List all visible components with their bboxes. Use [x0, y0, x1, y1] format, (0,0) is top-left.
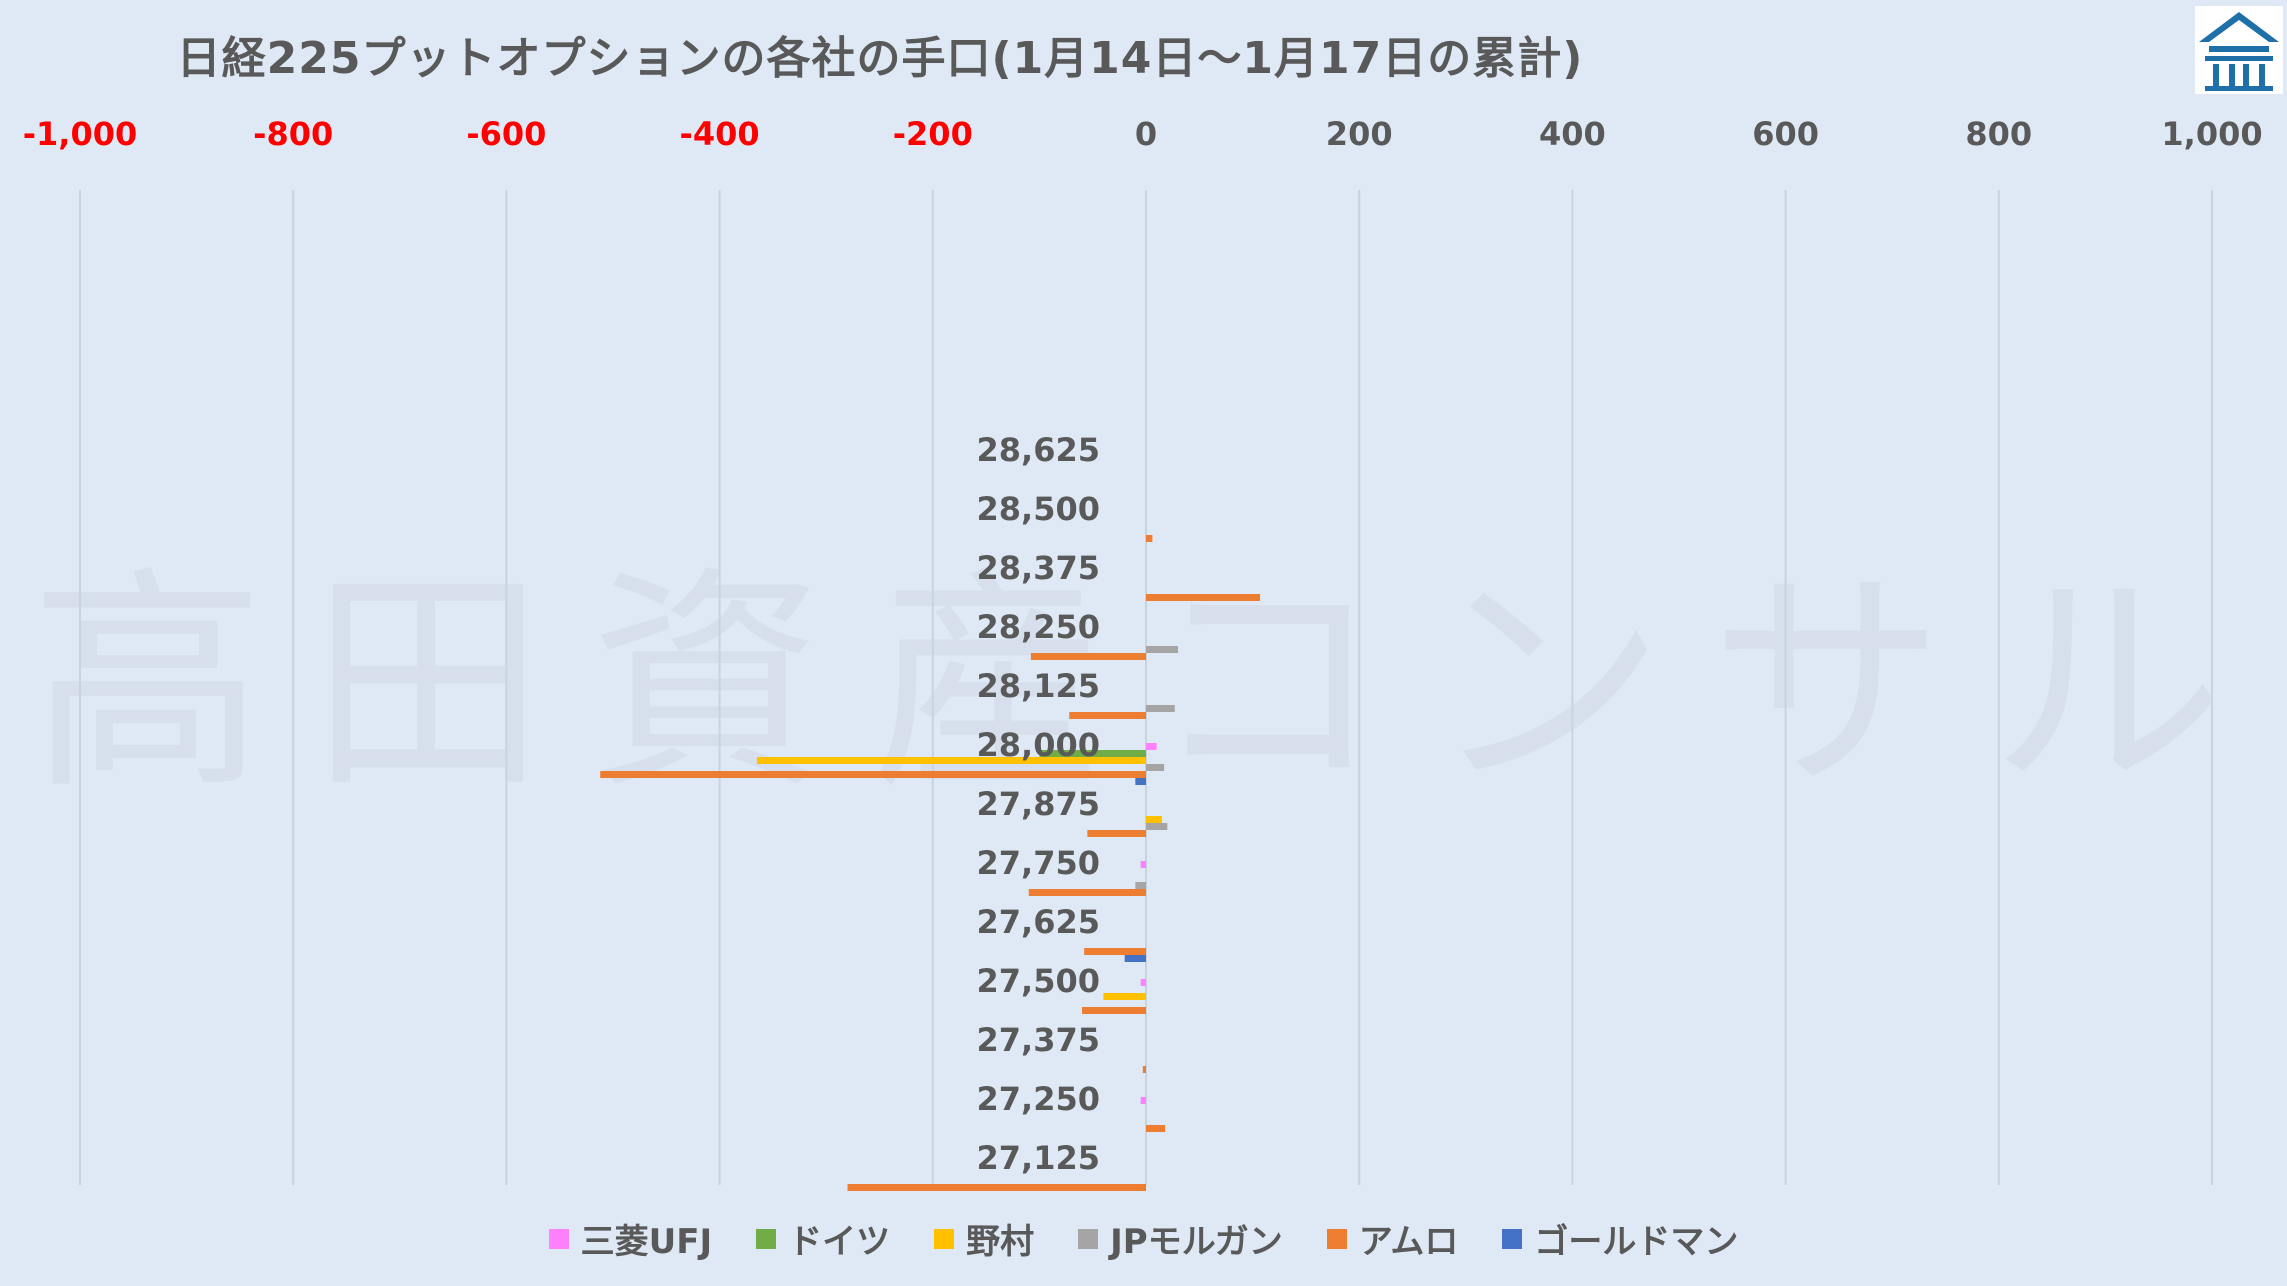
legend-label: アムロ	[1358, 1222, 1459, 1262]
legend-item: 野村	[934, 1214, 1034, 1263]
chart-plot: 高田資産コンサル -1,000 -800 -600 -400 -200 0 200 400 60…	[23, 115, 2270, 1191]
category-label: 28,625	[977, 431, 1100, 469]
bar	[1146, 764, 1165, 771]
x-tick-label: 400	[1539, 115, 1606, 153]
legend-item: JPモルガン	[1078, 1214, 1283, 1263]
category-label: 27,750	[977, 844, 1100, 882]
bar	[600, 771, 1146, 778]
legend-item: 三菱UFJ	[548, 1214, 713, 1263]
bar	[1146, 823, 1168, 830]
bar	[1140, 979, 1146, 986]
watermark-text: 高田資産コンサル	[30, 548, 2270, 821]
legend-label: ゴールドマン	[1534, 1222, 1739, 1262]
bar	[1146, 743, 1157, 750]
bar	[1140, 861, 1146, 868]
category-label: 28,000	[977, 726, 1100, 764]
legend-swatch	[1326, 1228, 1347, 1249]
company-logo-icon	[2195, 6, 2283, 94]
category-label: 27,500	[977, 962, 1100, 1000]
x-tick-label: 200	[1326, 115, 1393, 153]
x-tick-label: -200	[893, 115, 973, 153]
legend-swatch	[934, 1228, 955, 1249]
bar	[1124, 955, 1146, 962]
bar	[1146, 535, 1153, 542]
x-tick-label: -600	[466, 115, 546, 153]
bar	[1135, 882, 1146, 889]
bar	[1140, 1097, 1146, 1104]
category-label: 27,375	[977, 1021, 1100, 1059]
bar	[1146, 816, 1162, 823]
category-label: 28,250	[977, 608, 1100, 646]
category-label: 27,875	[977, 785, 1100, 823]
bar	[1087, 830, 1146, 837]
category-label: 27,125	[977, 1139, 1100, 1177]
bar	[1146, 594, 1261, 601]
x-tick-label: -800	[253, 115, 333, 153]
bar	[1146, 705, 1175, 712]
bar	[847, 1184, 1146, 1191]
category-label: 28,375	[977, 549, 1100, 587]
category-label: 28,500	[977, 490, 1100, 528]
bar	[1103, 993, 1146, 1000]
legend-item: ドイツ	[756, 1214, 890, 1263]
bar	[1146, 646, 1178, 653]
legend-item: ゴールドマン	[1502, 1214, 1738, 1263]
category-label: 28,125	[977, 667, 1100, 705]
x-tick-label: 800	[1965, 115, 2032, 153]
category-label: 27,250	[977, 1080, 1100, 1118]
legend-swatch	[1502, 1228, 1523, 1249]
bar	[1142, 1066, 1146, 1073]
legend-label: JPモルガン	[1110, 1222, 1283, 1262]
legend-item: アムロ	[1326, 1214, 1459, 1263]
bar	[1030, 653, 1146, 660]
x-tick-label: 0	[1135, 115, 1157, 153]
x-tick-label: 600	[1752, 115, 1819, 153]
legend-label: 野村	[966, 1222, 1035, 1262]
bar	[1135, 778, 1146, 785]
bar	[756, 757, 1146, 764]
legend-swatch	[548, 1228, 569, 1249]
x-tick-label: -400	[680, 115, 760, 153]
legend-swatch	[756, 1228, 777, 1249]
legend-swatch	[1078, 1228, 1099, 1249]
x-tick-label: -1,000	[23, 115, 138, 153]
bar	[1082, 1007, 1146, 1014]
bar	[1039, 750, 1146, 757]
legend-label: 三菱UFJ	[580, 1222, 713, 1262]
chart-title: 日経225プットオプションの各社の手口(1月14日～1月17日の累計)	[176, 33, 1584, 84]
x-tick-label: 1,000	[2161, 115, 2262, 153]
chart-legend: 三菱UFJ ドイツ 野村 JPモルガン アムロ ゴールドマン	[0, 1214, 2287, 1263]
bar	[1069, 712, 1146, 719]
bar	[1084, 948, 1146, 955]
bar	[1146, 1125, 1166, 1132]
category-label: 27,625	[977, 903, 1100, 941]
legend-label: ドイツ	[788, 1222, 891, 1262]
bar	[1028, 889, 1146, 896]
